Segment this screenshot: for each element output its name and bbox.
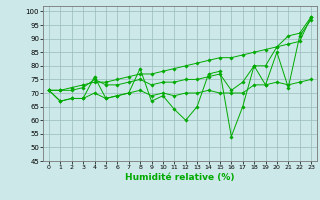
X-axis label: Humidité relative (%): Humidité relative (%) bbox=[125, 173, 235, 182]
